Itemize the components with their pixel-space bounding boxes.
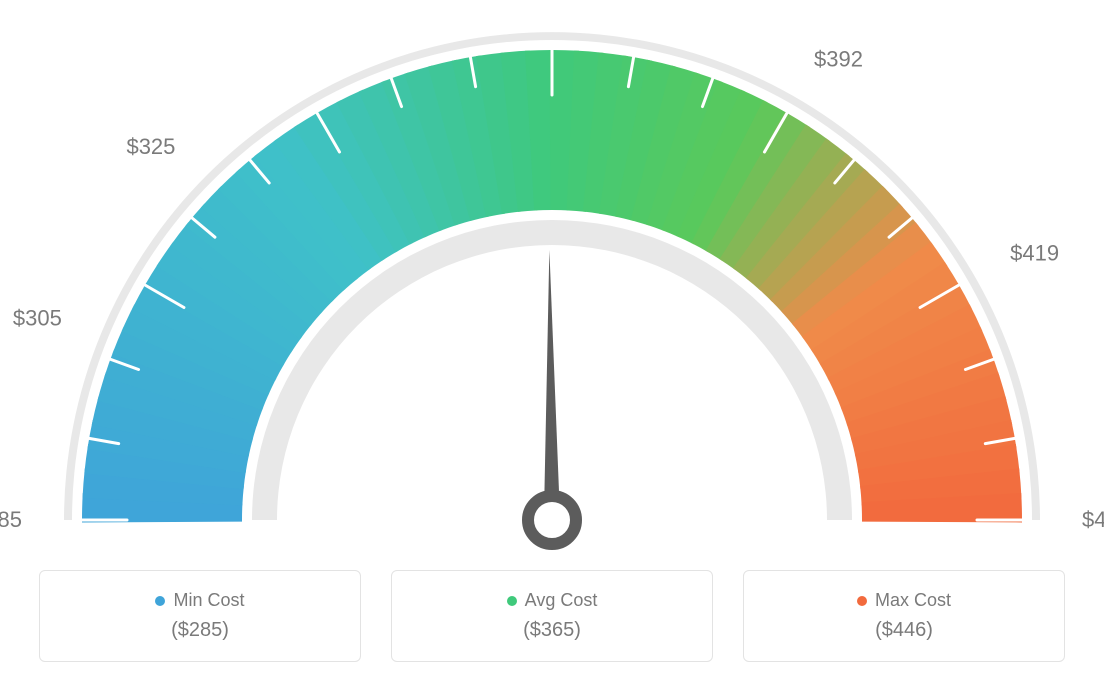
svg-text:$419: $419 — [1010, 241, 1059, 266]
svg-text:$305: $305 — [13, 305, 62, 330]
legend-card-avg: Avg Cost ($365) — [391, 570, 713, 662]
svg-text:$446: $446 — [1082, 507, 1104, 532]
legend-card-min: Min Cost ($285) — [39, 570, 361, 662]
svg-text:$285: $285 — [0, 507, 22, 532]
gauge-svg: $285 $305 $325 $365 $392 $419 $446 — [0, 0, 1104, 560]
legend-max-dot — [857, 596, 867, 606]
svg-text:$325: $325 — [126, 134, 175, 159]
legend-max-value: ($446) — [875, 619, 933, 642]
legend-min-dot — [155, 596, 165, 606]
svg-text:$365: $365 — [522, 0, 571, 2]
legend-avg-value: ($365) — [523, 619, 581, 642]
svg-text:$392: $392 — [814, 46, 863, 71]
legend-row: Min Cost ($285) Avg Cost ($365) Max Cost… — [0, 560, 1104, 662]
legend-avg-dot — [507, 596, 517, 606]
legend-max-label: Max Cost — [875, 590, 951, 611]
legend-avg-label: Avg Cost — [525, 590, 598, 611]
gauge-chart: $285 $305 $325 $365 $392 $419 $446 — [0, 0, 1104, 560]
legend-min-label: Min Cost — [173, 590, 244, 611]
legend-max-top: Max Cost — [857, 590, 951, 611]
legend-card-max: Max Cost ($446) — [743, 570, 1065, 662]
legend-avg-top: Avg Cost — [507, 590, 598, 611]
legend-min-top: Min Cost — [155, 590, 244, 611]
legend-min-value: ($285) — [171, 619, 229, 642]
